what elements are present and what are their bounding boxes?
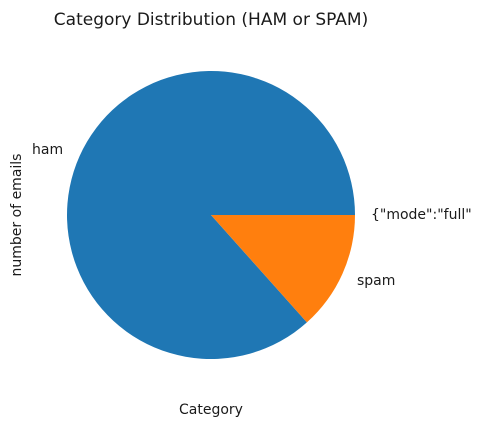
pie-slice-spam bbox=[211, 215, 355, 323]
slice-label-spam: spam bbox=[357, 273, 395, 289]
pie-slice-ham bbox=[67, 71, 356, 360]
slice-label-ham: ham bbox=[32, 142, 63, 158]
y-axis-label: number of emails bbox=[9, 154, 25, 277]
x-axis-label: Category bbox=[179, 402, 243, 418]
chart-annotation: {"mode":"full" bbox=[371, 207, 472, 223]
chart-title: Category Distribution (HAM or SPAM) bbox=[54, 10, 368, 30]
pie-slices bbox=[67, 71, 356, 360]
